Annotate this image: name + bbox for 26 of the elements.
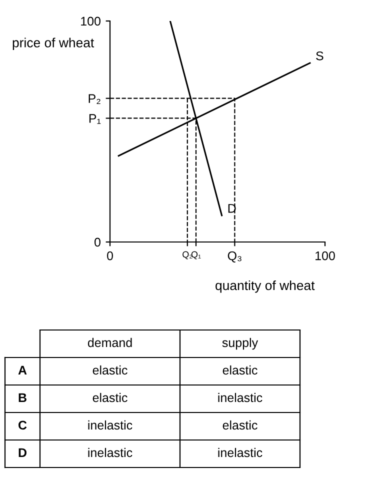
x-tick-label: 0 xyxy=(107,251,113,260)
x-tick-label: Q₁ xyxy=(191,251,201,260)
text: D xyxy=(18,448,26,457)
y-tick-label: 0 xyxy=(94,238,100,247)
x-tick-label: 100 xyxy=(316,251,335,260)
text: A xyxy=(18,366,27,374)
text: elastic xyxy=(222,365,258,375)
y-tick-label: 100 xyxy=(81,16,100,26)
text: inelastic xyxy=(218,392,262,402)
x-tick-label: Q₃ xyxy=(228,251,242,262)
text: B xyxy=(18,393,26,402)
x-axis-title: quantity of wheat xyxy=(216,280,315,293)
text: inelastic xyxy=(88,420,132,430)
text: C xyxy=(18,420,27,430)
text: supply xyxy=(222,338,258,350)
y-tick-label: P₁ xyxy=(89,114,101,124)
text: demand xyxy=(88,338,132,348)
text: elastic xyxy=(222,420,258,430)
text: elastic xyxy=(92,365,128,375)
x-tick-label: Q₂ xyxy=(182,251,192,260)
text: inelastic xyxy=(88,448,132,458)
text: elastic xyxy=(92,392,128,402)
y-tick-label: P₂ xyxy=(88,94,100,104)
annotation: S xyxy=(316,51,324,60)
y-axis-title: price of wheat xyxy=(12,38,94,50)
text: inelastic xyxy=(218,448,262,458)
